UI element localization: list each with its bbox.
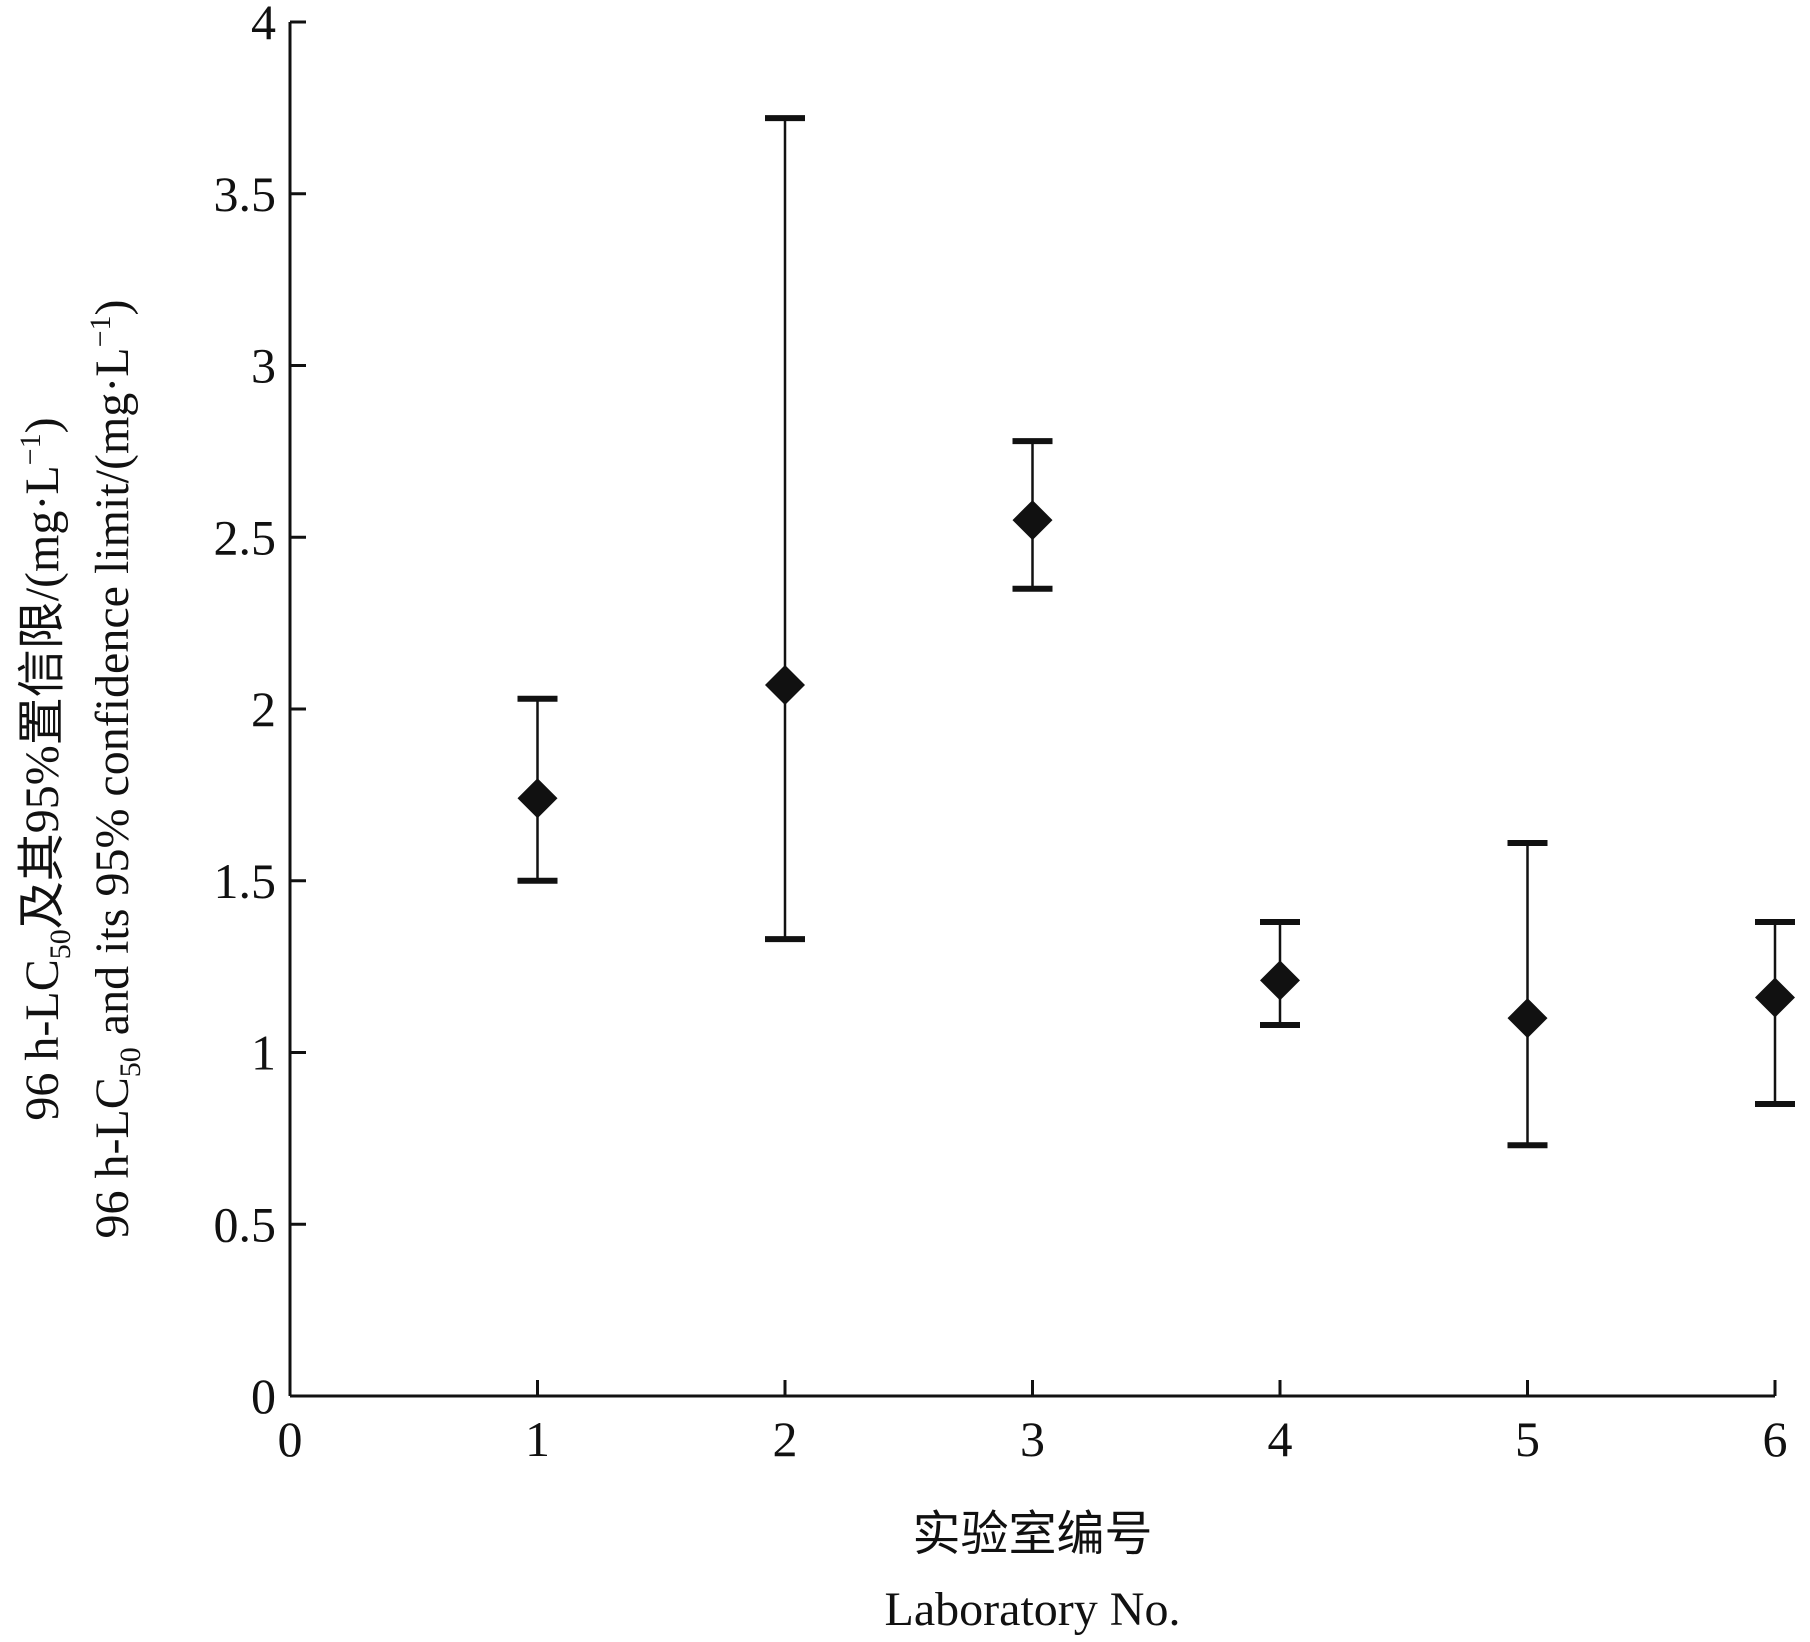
y-tick-label: 1 (251, 1025, 276, 1081)
y-title-en-superscript: −1 (84, 315, 117, 347)
y-title-cn-part3: ) (16, 417, 69, 433)
y-tick-label: 1.5 (214, 853, 277, 909)
y-axis-title-chinese: 96 h-LC50及其95%置信限/(mg·L−1) (14, 417, 77, 1120)
data-point-marker (1755, 977, 1795, 1018)
data-point-marker (765, 664, 805, 705)
y-tick-label: 3 (251, 338, 276, 394)
x-tick-label: 3 (1020, 1411, 1045, 1467)
y-axis-title-english-group: 96 h-LC50 and its 95% confidence limit/(… (84, 299, 147, 1238)
data-point-marker (517, 778, 558, 819)
y-ticks: 0 0.5 1 1.5 2 2.5 3 3.5 4 (214, 0, 306, 1424)
y-tick-label: 2.5 (214, 509, 277, 565)
data-markers (517, 500, 1795, 1039)
x-tick-label: 0 (278, 1411, 303, 1467)
y-title-cn-superscript: −1 (14, 433, 47, 465)
y-tick-label: 0 (251, 1368, 276, 1424)
x-tick-label: 2 (773, 1411, 798, 1467)
y-tick-label: 3.5 (214, 166, 277, 222)
x-tick-label: 5 (1515, 1411, 1540, 1467)
data-point-marker (1260, 960, 1300, 1001)
data-point-marker (1012, 500, 1053, 541)
y-title-cn-part1: 96 h-LC (16, 959, 69, 1120)
y-tick-label: 2 (251, 681, 276, 737)
error-bars (517, 115, 1795, 1149)
x-axis-title-english: Laboratory No. (885, 1583, 1181, 1636)
x-axis-title-chinese: 实验室编号 (912, 1508, 1152, 1561)
y-title-en-part1: 96 h-LC (86, 1077, 139, 1238)
y-tick-label: 4 (251, 0, 276, 50)
y-tick-label: 0.5 (214, 1196, 277, 1252)
x-tick-label: 6 (1763, 1411, 1788, 1467)
x-ticks: 0 1 2 3 4 5 6 (278, 1380, 1788, 1467)
y-title-en-subscript: 50 (114, 1047, 147, 1077)
x-tick-label: 1 (525, 1411, 550, 1467)
y-title-cn-part2: 及其95%置信限/(mg·L (16, 465, 69, 929)
data-point-marker (1507, 998, 1548, 1039)
y-axis-title-chinese-group: 96 h-LC50及其95%置信限/(mg·L−1) (14, 417, 77, 1120)
axes (288, 22, 1775, 1398)
y-title-en-part2: and its 95% confidence limit/(mg·L (86, 347, 139, 1047)
x-tick-label: 4 (1268, 1411, 1293, 1467)
y-title-cn-subscript: 50 (44, 929, 77, 959)
y-title-en-part3: ) (86, 299, 139, 315)
y-axis-title-english: 96 h-LC50 and its 95% confidence limit/(… (84, 299, 147, 1238)
